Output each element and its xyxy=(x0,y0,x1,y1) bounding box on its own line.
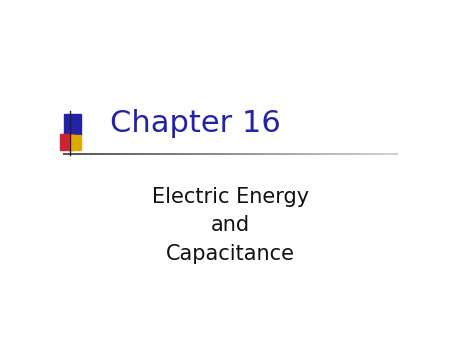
Text: Capacitance: Capacitance xyxy=(166,244,295,264)
Text: Chapter 16: Chapter 16 xyxy=(110,110,281,138)
Text: and: and xyxy=(211,215,250,235)
Bar xyxy=(60,134,74,150)
Bar xyxy=(64,114,81,136)
Bar xyxy=(69,135,81,150)
Text: Electric Energy: Electric Energy xyxy=(152,187,309,207)
